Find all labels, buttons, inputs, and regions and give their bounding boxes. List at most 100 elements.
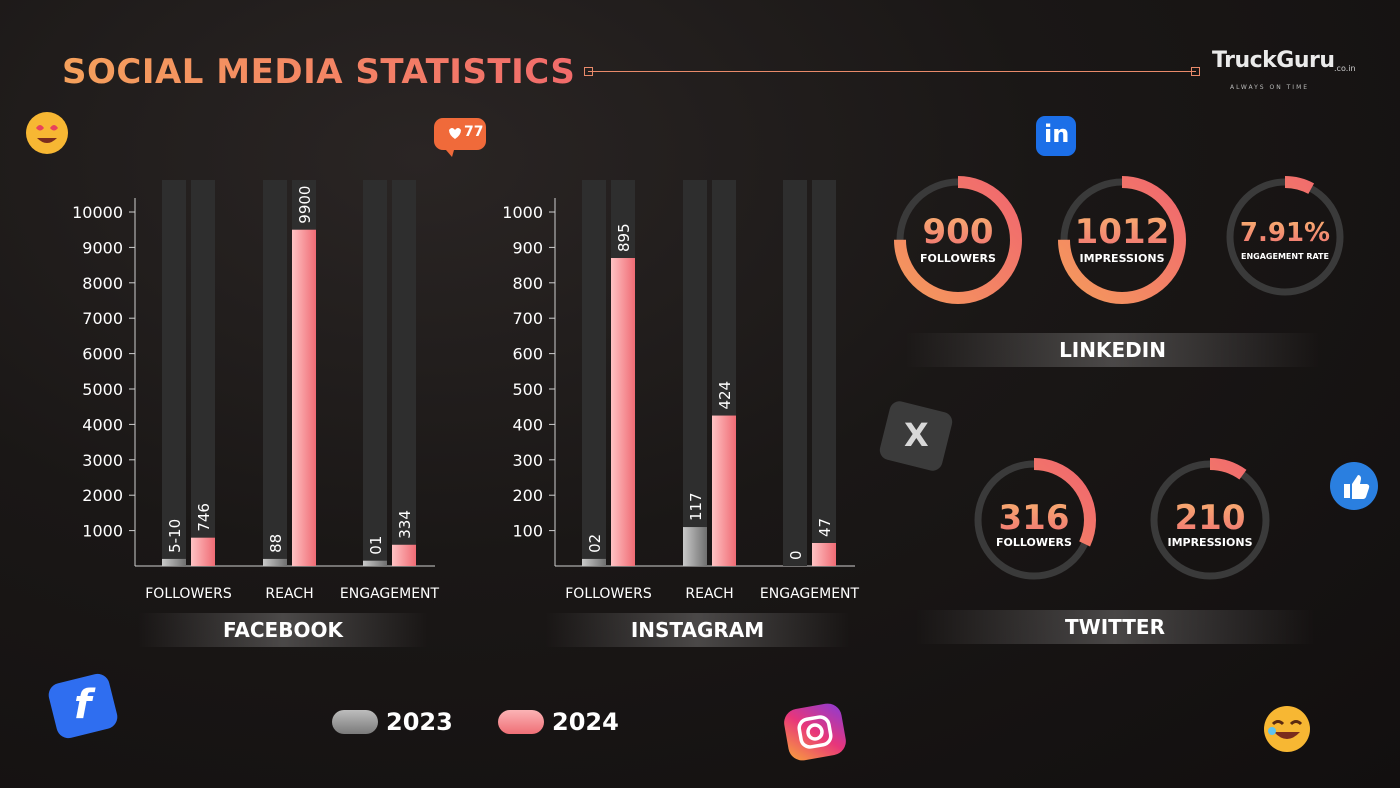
bar-data-label: 746 <box>195 503 213 532</box>
y-tick-label: 800 <box>512 274 543 293</box>
twitter-impressions-value: 210 <box>1146 498 1274 538</box>
bar-2023-followers <box>162 558 186 566</box>
twitter-impressions-ring-svg <box>1148 458 1272 582</box>
facebook-banner: FACEBOOK <box>138 613 428 647</box>
y-tick-label: 700 <box>512 309 543 328</box>
facebook-bar-chart: 1000 2000 3000 4000 5000 6000 7000 8000 9000 1000… <box>40 170 460 610</box>
linkedin-followers-label: FOLLOWERS <box>920 252 996 265</box>
x-category-label: FOLLOWERS <box>565 586 652 602</box>
instagram-icon <box>780 702 850 766</box>
linkedin-glyph: in <box>1044 120 1070 148</box>
y-tick-label: 2000 <box>82 486 123 505</box>
bar-2024-engagement <box>812 542 836 566</box>
bar-track <box>812 180 836 566</box>
twitter-followers-value: 316 <box>970 498 1098 538</box>
y-tick-label: 500 <box>512 380 543 399</box>
legend-2023-label: 2023 <box>386 708 453 736</box>
linkedin-engagement-ring: 7.91% ENGAGEMENT RATE <box>1222 174 1348 300</box>
bar-2024-followers <box>191 537 215 566</box>
y-tick-label: 900 <box>512 238 543 257</box>
bar-2024-followers <box>611 258 635 566</box>
page-title: SOCIAL MEDIA STATISTICS <box>62 52 576 92</box>
linkedin-followers-value: 900 <box>892 212 1024 252</box>
x-glyph: X <box>904 416 929 454</box>
bar-2023-reach <box>683 527 707 566</box>
bar-track <box>363 180 387 566</box>
twitter-impressions-label: IMPRESSIONS <box>1167 536 1253 549</box>
y-tick-label: 400 <box>512 415 543 434</box>
instagram-chart-svg: 100 200 300 400 500 600 700 800 900 1000 02 895 FOLL… <box>502 180 860 602</box>
bar-2024-engagement <box>392 544 416 566</box>
y-tick-label: 5000 <box>82 380 123 399</box>
twitter-impressions-ring: 210 IMPRESSIONS <box>1146 456 1274 584</box>
bar-data-label: 895 <box>615 223 633 252</box>
like-notification-icon: 77 <box>432 114 490 162</box>
bar-data-label: 9900 <box>296 186 314 224</box>
bar-2023-engagement <box>363 560 387 566</box>
legend-2023-swatch <box>332 710 378 734</box>
bar-track <box>392 180 416 566</box>
linkedin-impressions-value: 1012 <box>1056 212 1188 252</box>
legend-2024-swatch <box>498 710 544 734</box>
ring-progress <box>1148 458 1272 582</box>
bar-2023-followers <box>582 558 606 566</box>
linkedin-icon: in <box>1034 114 1078 162</box>
legend-2024-label: 2024 <box>552 708 619 736</box>
bar-track <box>582 180 606 566</box>
instagram-banner: INSTAGRAM <box>545 613 850 647</box>
bar-data-label: 01 <box>367 536 385 555</box>
y-tick-label: 8000 <box>82 274 123 293</box>
x-category-label: REACH <box>685 586 733 602</box>
twitter-followers-label: FOLLOWERS <box>996 536 1072 549</box>
bar-data-label: 424 <box>716 381 734 410</box>
bar-data-label: 47 <box>816 518 834 537</box>
linkedin-impressions-ring: 1012 IMPRESSIONS <box>1056 174 1188 306</box>
twitter-followers-ring: 316 FOLLOWERS <box>970 456 1098 584</box>
twitter-banner: TWITTER <box>915 610 1315 644</box>
x-category-label: ENGAGEMENT <box>340 586 440 602</box>
laughing-emoji-icon <box>1262 704 1312 758</box>
bar-data-label: 0 <box>787 550 805 560</box>
y-tick-label: 10000 <box>72 203 123 222</box>
logo-domain: .co.in <box>1334 64 1356 73</box>
facebook-chart-svg: 1000 2000 3000 4000 5000 6000 7000 8000 9000 1000… <box>72 180 440 602</box>
y-tick-label: 600 <box>512 345 543 364</box>
ring-progress <box>1058 176 1186 304</box>
bar-track <box>191 180 215 566</box>
linkedin-followers-ring: 900 FOLLOWERS <box>892 174 1024 306</box>
like-count: 77 <box>464 124 484 140</box>
y-tick-label: 1000 <box>82 522 123 541</box>
x-category-label: ENGAGEMENT <box>760 586 860 602</box>
linkedin-engagement-label: ENGAGEMENT RATE <box>1241 252 1329 261</box>
legend-2023: 2023 <box>332 708 453 736</box>
facebook-glyph: f <box>74 682 92 728</box>
truckguru-logo: TruckGuru .co.in ALWAYS ON TIME <box>1212 48 1356 94</box>
ring-progress <box>972 458 1096 582</box>
y-tick-label: 200 <box>512 486 543 505</box>
bar-track <box>783 180 807 566</box>
bar-track <box>162 180 186 566</box>
bar-data-label: 117 <box>687 492 705 521</box>
linkedin-banner: LINKEDIN <box>905 333 1320 367</box>
y-tick-label: 3000 <box>82 451 123 470</box>
y-tick-label: 300 <box>512 451 543 470</box>
logo-name: TruckGuru <box>1212 48 1335 73</box>
facebook-icon: f <box>44 672 124 746</box>
logo-tagline: ALWAYS ON TIME <box>1230 84 1310 91</box>
linkedin-engagement-ring-svg <box>1224 176 1346 298</box>
y-tick-label: 100 <box>512 522 543 541</box>
y-tick-label: 4000 <box>82 415 123 434</box>
bar-2024-reach <box>292 229 316 566</box>
heart-eyes-emoji-icon <box>24 110 70 160</box>
y-tick-label: 7000 <box>82 309 123 328</box>
legend-2024: 2024 <box>498 708 619 736</box>
x-category-label: FOLLOWERS <box>145 586 232 602</box>
bar-track <box>683 180 707 566</box>
y-tick-label: 9000 <box>82 238 123 257</box>
thumbs-up-icon <box>1328 460 1380 516</box>
linkedin-followers-ring-svg <box>894 176 1022 304</box>
y-tick-label: 6000 <box>82 345 123 364</box>
instagram-bar-chart: 100 200 300 400 500 600 700 800 900 1000 02 895 FOLL… <box>460 170 880 610</box>
bar-data-label: 88 <box>267 534 285 553</box>
title-divider <box>584 67 1200 76</box>
